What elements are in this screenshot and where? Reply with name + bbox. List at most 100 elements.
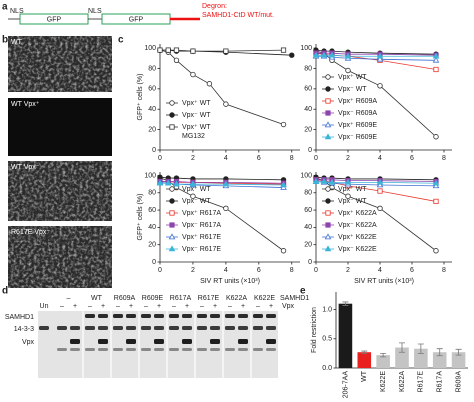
y-tick-label: 60	[148, 86, 156, 93]
legend-marker	[168, 233, 176, 240]
x-axis-label: SIV RT units (×10³)	[354, 278, 414, 285]
lane-header: R617E	[198, 295, 220, 302]
gel-band	[98, 314, 108, 318]
degron-label: Degron:	[202, 3, 227, 10]
micrograph	[8, 98, 112, 156]
error-bar	[342, 301, 349, 306]
x-tick-label: 206-7AA	[342, 371, 349, 399]
x-tick-label: 8	[290, 267, 294, 274]
marker	[164, 179, 172, 186]
marker	[432, 56, 440, 63]
vpx-sign: +	[73, 303, 77, 310]
row-label: SAMHD1	[5, 314, 34, 321]
legend-label: Vpx⁻ WT	[338, 198, 367, 205]
marker	[376, 52, 384, 59]
legend-marker	[325, 86, 331, 92]
vpx-sign: +	[129, 303, 133, 310]
legend-marker	[325, 210, 331, 216]
legend-label: Vpx⁺ WT	[182, 186, 211, 193]
y-tick-label: 0	[152, 147, 156, 154]
marker	[156, 179, 164, 186]
marker	[280, 248, 287, 254]
gel-band	[126, 326, 136, 330]
marker	[190, 48, 196, 54]
x-tick-label: 6	[410, 267, 414, 274]
legend-marker	[325, 110, 331, 116]
panel-d: d – WT R609A R609E R617A R617E K622A K622E SAMHD…	[2, 286, 309, 378]
y-tick-label: 0	[308, 147, 312, 154]
y-tick-label: 40	[148, 106, 156, 113]
legend-label: Vpx⁺ WT	[182, 100, 211, 107]
gel-band	[113, 348, 123, 351]
gel-band	[98, 326, 108, 330]
marker	[222, 180, 230, 187]
gel-band	[266, 348, 276, 351]
gel-band	[238, 326, 248, 330]
gel-band	[141, 348, 151, 351]
bar	[338, 303, 353, 368]
y-tick-label: 40	[304, 224, 312, 231]
bar	[395, 347, 409, 368]
y-tick-label: 100	[144, 172, 156, 179]
gel-band	[169, 348, 179, 351]
legend-label: Vpx⁻ R617E	[182, 246, 221, 253]
marker	[223, 48, 229, 54]
marker	[173, 57, 180, 64]
y-tick-label: 20	[304, 242, 312, 249]
gel-band	[210, 348, 220, 351]
vpx-sign: –	[88, 303, 92, 310]
legend-label: Vpx⁻ WT	[182, 198, 211, 205]
legend-label: Vpx⁺ R617E	[182, 234, 221, 241]
error-bar	[417, 343, 424, 354]
bar	[357, 352, 372, 368]
legend-marker	[169, 186, 175, 192]
x-tick-label: 6	[257, 155, 261, 162]
marker	[320, 177, 328, 184]
x-tick-label: 4	[378, 155, 382, 162]
x-tick-label: 8	[290, 155, 294, 162]
marker	[377, 205, 383, 212]
marker	[344, 178, 352, 185]
gel-band	[266, 339, 276, 344]
legend-marker	[325, 186, 331, 192]
nls-label: NLS	[10, 8, 24, 15]
un-label: Un	[40, 303, 49, 310]
legend-label: Vpx⁺ K622E	[338, 234, 377, 241]
y-tick-label: 80	[148, 65, 156, 72]
gfp-label: GFP	[129, 16, 144, 23]
gel-band	[126, 314, 136, 318]
marker	[433, 248, 439, 254]
gel-band	[85, 314, 95, 318]
y-tick-label: 20	[304, 126, 312, 133]
legend-marker	[324, 233, 332, 240]
legend-marker	[169, 210, 175, 216]
gel-band	[197, 348, 207, 351]
x-tick-label: 4	[378, 267, 382, 274]
panel-label: a	[2, 2, 8, 13]
row-header: SAMHD1	[280, 295, 309, 302]
gel-band	[98, 348, 108, 351]
vpx-sign: –	[172, 303, 176, 310]
marker	[173, 180, 180, 187]
y-axis-label: Fold restriction	[311, 307, 318, 353]
x-tick-label: 2	[346, 155, 350, 162]
x-tick-label: 0	[314, 155, 318, 162]
marker	[345, 193, 351, 199]
marker	[223, 101, 229, 107]
lane-header: R609A	[114, 295, 136, 302]
gel-band	[126, 348, 136, 351]
gel-band	[85, 348, 95, 351]
legend-marker	[325, 222, 331, 228]
marker	[433, 134, 439, 140]
legend-marker	[169, 222, 175, 228]
vpx-sign: +	[185, 303, 189, 310]
legend-marker	[325, 98, 331, 104]
x-tick-label: R609A	[455, 371, 462, 393]
y-tick-label: 100	[300, 45, 312, 52]
y-tick-label: 80	[304, 190, 312, 197]
bar	[376, 355, 390, 368]
degron-detail: SAMHD1-CtD WT/mut.	[202, 12, 274, 19]
legend-marker	[325, 74, 331, 80]
gel-band	[225, 314, 235, 318]
y-tick-label: 60	[148, 207, 156, 214]
